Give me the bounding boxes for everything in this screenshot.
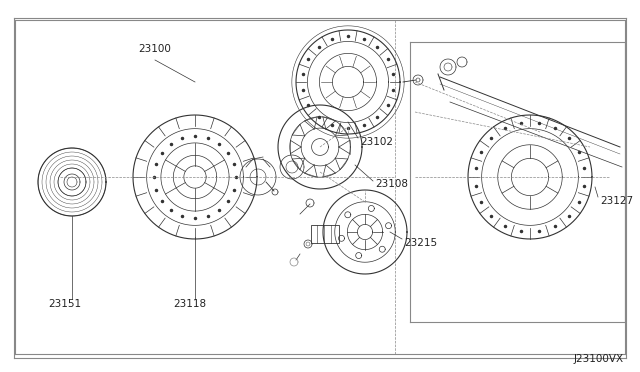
Text: 23118: 23118 <box>173 299 207 309</box>
Text: 23108: 23108 <box>375 179 408 189</box>
Bar <box>311 225 339 243</box>
Text: 23127: 23127 <box>600 196 633 206</box>
Text: 23151: 23151 <box>49 299 81 309</box>
Text: 23102: 23102 <box>360 137 393 147</box>
Text: 23100: 23100 <box>139 44 172 54</box>
Text: 23215: 23215 <box>404 238 437 248</box>
Text: J23100VX: J23100VX <box>574 354 624 364</box>
